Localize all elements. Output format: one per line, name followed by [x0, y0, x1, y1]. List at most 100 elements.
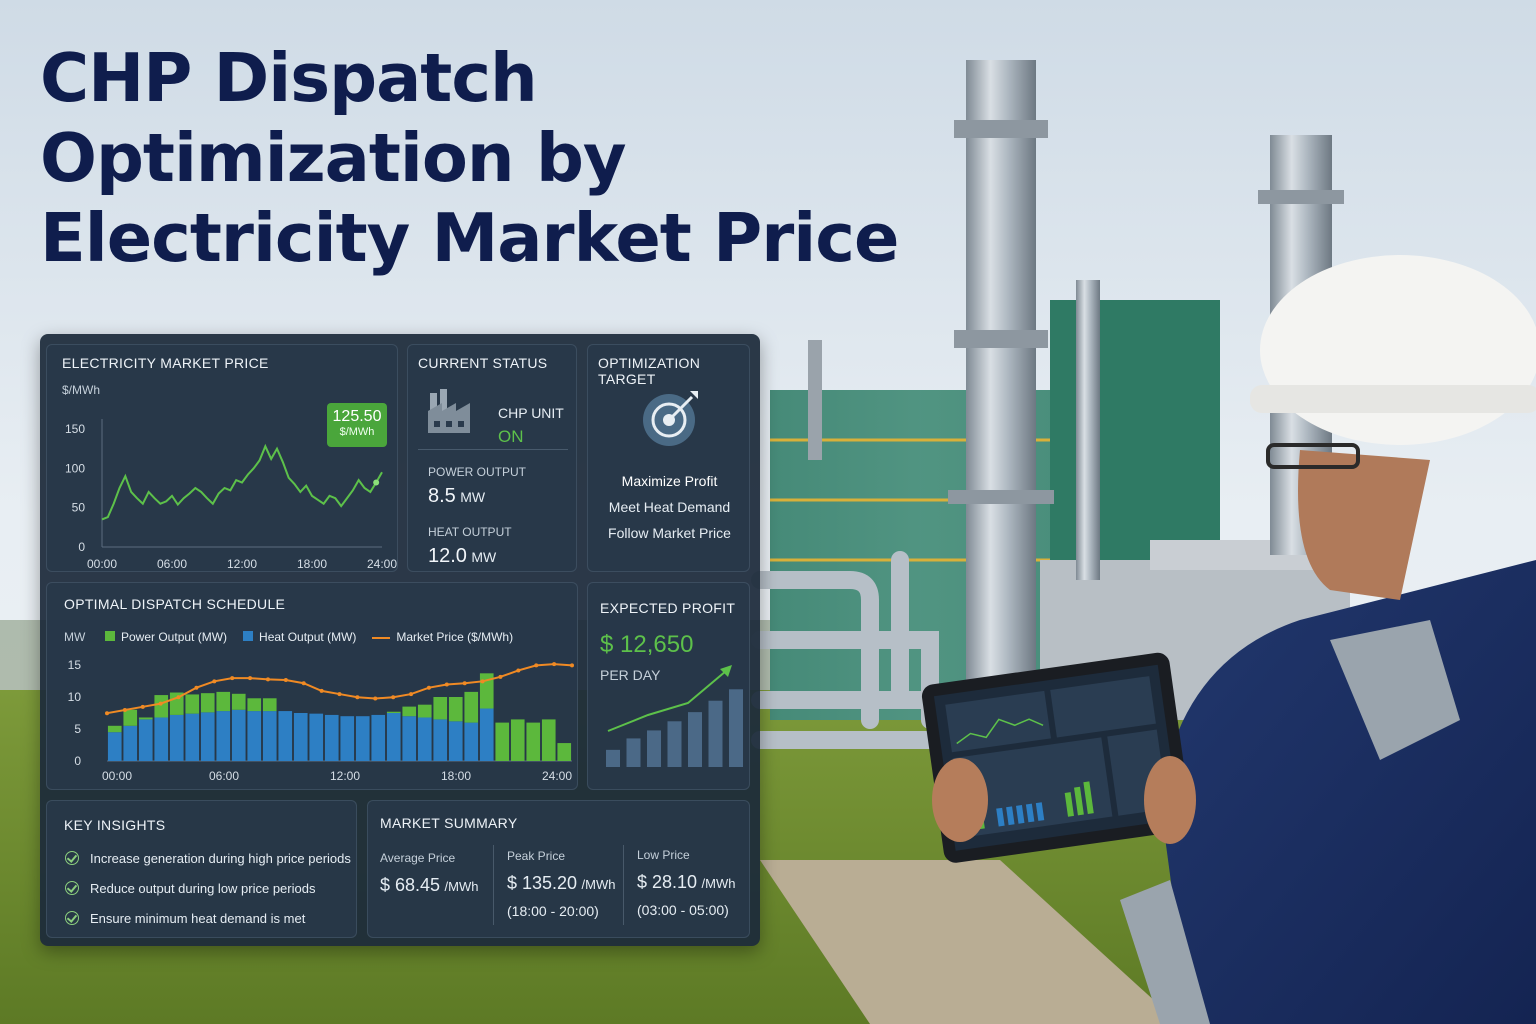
- heat-output-bar: [107, 732, 122, 761]
- dashboard-panel: ELECTRICITY MARKET PRICE $/MWh 0 50 100 150…: [40, 334, 760, 946]
- market-price-point: [498, 674, 503, 679]
- heat-output-value: 12.0: [428, 545, 467, 567]
- x-tick-label: 00:00: [102, 769, 132, 783]
- market-price-point: [355, 695, 360, 700]
- price-series-line: [101, 443, 383, 521]
- market-price-point: [176, 695, 181, 700]
- profit-bar: [688, 712, 702, 767]
- title-line-2: Optimization by: [40, 119, 627, 197]
- expected-profit-heading: EXPECTED PROFIT: [600, 600, 736, 616]
- market-price-point: [122, 708, 127, 712]
- heat-output-bar: [433, 719, 448, 761]
- trend-arrow-icon: [720, 665, 732, 677]
- insight-item: Increase generation during high price pe…: [90, 851, 351, 866]
- key-insights-heading: KEY INSIGHTS: [64, 817, 166, 833]
- power-output-label: POWER OUTPUT: [428, 465, 526, 479]
- peak-price-readout: $ 135.20 /MWh: [507, 873, 615, 894]
- power-output-bar: [138, 717, 153, 720]
- power-output-bar: [448, 697, 463, 722]
- heat-output-bar: [200, 712, 215, 761]
- market-price-point: [265, 677, 270, 682]
- price-callout-value: 125.50: [332, 408, 382, 425]
- heat-output-label: HEAT OUTPUT: [428, 525, 512, 539]
- y-tick-label: 50: [72, 501, 86, 515]
- market-price-point: [444, 682, 449, 687]
- heat-output-bar: [371, 714, 386, 761]
- market-price-point: [534, 663, 539, 668]
- current-status-card: CURRENT STATUS CHP UNIT ON POWER OUTPUT …: [407, 344, 577, 572]
- current-status-heading: CURRENT STATUS: [418, 355, 548, 371]
- avg-price-label: Average Price: [380, 851, 456, 865]
- heat-output-bar: [231, 709, 246, 761]
- power-output-bar: [123, 709, 138, 726]
- heat-output-bar: [355, 716, 370, 761]
- market-price-point: [301, 681, 306, 686]
- market-price-point: [248, 676, 253, 681]
- market-price-point: [337, 692, 342, 697]
- power-output-bar: [154, 695, 169, 718]
- check-icon: [65, 851, 79, 865]
- x-tick-label: 12:00: [227, 557, 257, 571]
- profit-bar: [667, 721, 682, 767]
- market-price-heading: ELECTRICITY MARKET PRICE: [62, 355, 269, 371]
- heat-output-bar: [417, 717, 432, 761]
- dispatch-heading: OPTIMAL DISPATCH SCHEDULE: [64, 596, 286, 612]
- legend-price: Market Price ($/MWh): [372, 630, 513, 644]
- target-icon: [643, 391, 698, 446]
- power-output-value: 8.5: [428, 485, 456, 507]
- power-output-readout: 8.5 MW: [428, 485, 485, 508]
- heat-output-bar: [185, 713, 200, 761]
- legend-heat-swatch: [243, 631, 254, 641]
- title-line-1: CHP Dispatch: [40, 39, 538, 117]
- power-output-bar: [464, 691, 479, 723]
- market-summary-heading: MARKET SUMMARY: [380, 815, 518, 831]
- market-price-point: [480, 679, 485, 684]
- expected-profit-period: PER DAY: [600, 667, 661, 683]
- dispatch-unit-label: MW: [64, 630, 86, 644]
- market-price-point: [140, 704, 145, 709]
- power-output-bar: [417, 704, 432, 718]
- power-output-bar: [402, 706, 417, 717]
- factory-icon: [428, 389, 470, 433]
- profit-bar: [606, 749, 620, 767]
- dispatch-bar-chart: 0 5 10 15 00:00 06:00 12:00 18:00 24:00: [68, 658, 574, 783]
- market-price-point: [194, 685, 199, 690]
- peak-price-value: $ 135.20: [507, 873, 578, 893]
- low-price-value: $ 28.10: [637, 872, 698, 892]
- x-tick-label: 24:00: [542, 769, 572, 783]
- price-marker: [373, 479, 380, 486]
- power-output-bar: [495, 722, 510, 761]
- y-tick-label: 150: [65, 422, 85, 436]
- heat-output-bar: [216, 711, 231, 761]
- price-unit-label: $/MWh: [62, 383, 101, 397]
- market-price-card: ELECTRICITY MARKET PRICE $/MWh 0 50 100 150…: [46, 344, 398, 572]
- heat-output-bar: [247, 711, 262, 761]
- heat-output-bar: [340, 716, 355, 761]
- peak-price-label: Peak Price: [507, 849, 566, 863]
- low-price-unit: /MWh: [701, 876, 736, 891]
- x-tick-label: 18:00: [297, 557, 327, 571]
- low-price-readout: $ 28.10 /MWh: [637, 872, 735, 893]
- avg-price-unit: /MWh: [444, 879, 479, 894]
- y-tick-label: 10: [68, 690, 82, 704]
- y-tick-label: 15: [68, 658, 82, 672]
- market-price-point: [158, 701, 163, 706]
- legend-power: Power Output (MW): [105, 630, 227, 644]
- heat-output-bar: [262, 711, 277, 761]
- heat-output-unit: MW: [471, 549, 497, 565]
- y-tick-label: 5: [74, 722, 81, 736]
- chp-unit-status: ON: [498, 427, 524, 446]
- low-price-label: Low Price: [637, 848, 690, 862]
- power-output-bar: [216, 691, 231, 712]
- target-follow-market-price: Follow Market Price: [608, 525, 731, 541]
- profit-bar: [626, 738, 641, 767]
- price-line-chart: 0 50 100 150 00:00 06:00 12:00 18:00 24:00: [65, 419, 397, 571]
- power-output-bar: [433, 697, 448, 720]
- legend-power-swatch: [105, 631, 115, 641]
- heat-output-bar: [386, 713, 401, 761]
- market-price-point: [105, 711, 109, 716]
- optimization-target-card: OPTIMIZATION TARGET Maximize Profit Meet…: [587, 344, 750, 572]
- profit-trend-chart: [606, 665, 743, 767]
- heat-output-bar: [169, 714, 184, 761]
- heat-output-bar: [278, 711, 293, 761]
